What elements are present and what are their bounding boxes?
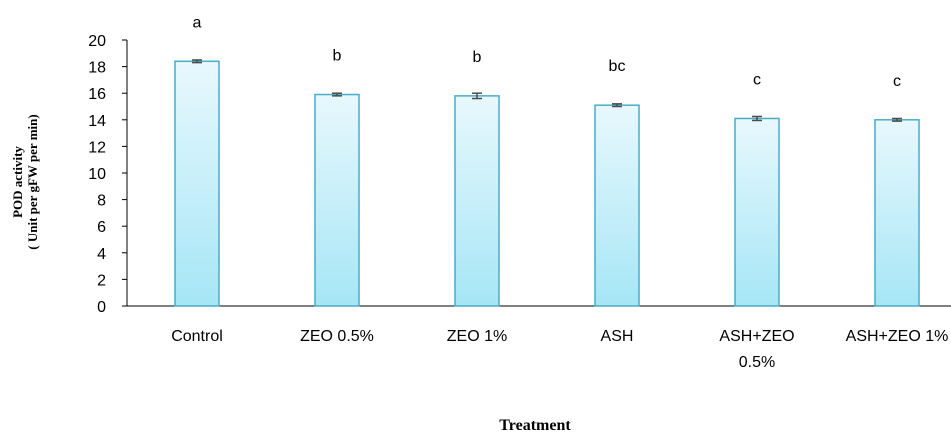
x-tick-label: ASH+ZEO 1% bbox=[846, 328, 949, 345]
x-tick-label: ASH bbox=[601, 328, 634, 345]
significance-letter: bc bbox=[609, 58, 626, 75]
x-tick-label: 0.5% bbox=[739, 354, 775, 371]
significance-letter: c bbox=[753, 71, 761, 88]
y-axis-title-line-2: ( Unit per gFW per min) bbox=[25, 114, 40, 249]
y-tick-label: 20 bbox=[88, 33, 106, 50]
bar bbox=[454, 95, 500, 307]
y-tick-label: 4 bbox=[97, 246, 106, 263]
x-tick-label: Control bbox=[171, 328, 223, 345]
y-tick-label: 16 bbox=[88, 86, 106, 103]
bar bbox=[874, 119, 920, 307]
significance-letter: c bbox=[893, 73, 901, 90]
bar bbox=[594, 104, 640, 307]
x-tick-label: ASH+ZEO bbox=[719, 328, 794, 345]
plot-area: 0 2 4 6 8 10 12 14 16 18 20 a Control b ZEO 0.5% b ZEO 1… bbox=[88, 14, 951, 371]
x-tick-label: ZEO 0.5% bbox=[300, 328, 374, 345]
y-tick-label: 8 bbox=[97, 193, 106, 210]
y-tick-label: 2 bbox=[97, 272, 106, 289]
y-axis-title-line-1: POD activity bbox=[10, 146, 25, 218]
x-axis-title: Treatment bbox=[499, 417, 571, 434]
y-tick-label: 18 bbox=[88, 60, 106, 77]
y-tick-label: 12 bbox=[88, 139, 106, 156]
y-tick-label: 0 bbox=[97, 299, 106, 316]
x-tick-label: ZEO 1% bbox=[447, 328, 507, 345]
y-tick-label: 14 bbox=[88, 113, 106, 130]
y-tick-label: 6 bbox=[97, 219, 106, 236]
significance-letter: b bbox=[473, 49, 482, 66]
significance-letter: a bbox=[193, 14, 202, 31]
bar bbox=[174, 60, 220, 307]
bar bbox=[734, 117, 780, 307]
significance-letter: b bbox=[333, 48, 342, 65]
bar bbox=[314, 93, 360, 307]
y-tick-label: 10 bbox=[88, 166, 106, 183]
